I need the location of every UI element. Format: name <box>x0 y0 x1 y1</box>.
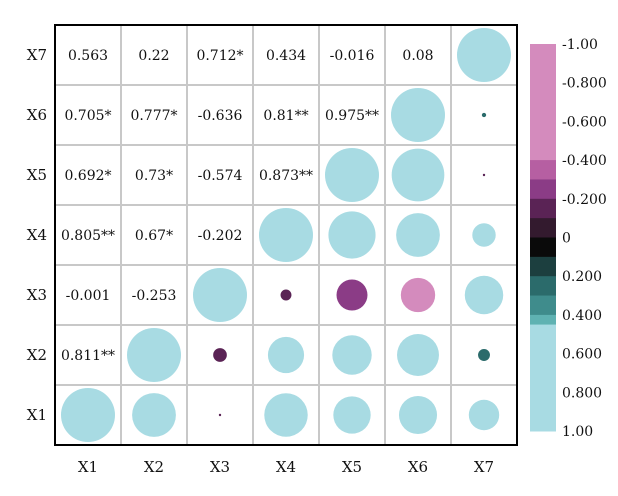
corr-value-label: -0.016 <box>330 48 375 64</box>
x-tick-label: X6 <box>408 458 428 476</box>
plot-frame <box>54 24 518 446</box>
corr-circle-X2-X6 <box>397 334 439 376</box>
y-tick-label: X6 <box>27 106 47 124</box>
colorbar-segment <box>530 198 556 219</box>
corr-value-label: 0.434 <box>266 48 306 64</box>
corr-circle-X1-X2 <box>132 393 176 437</box>
corr-circle-X3-X3 <box>193 268 247 322</box>
colorbar-tick-label: 0.400 <box>562 308 602 324</box>
y-tick-label: X3 <box>27 286 47 304</box>
corr-value-label: -0.253 <box>132 288 177 304</box>
x-tick-label: X2 <box>144 458 164 476</box>
colorbar-segment <box>530 295 556 316</box>
colorbar-tick-label: -1.00 <box>562 37 598 53</box>
corr-value-label: 0.777* <box>130 108 177 124</box>
corr-value-label: 0.73* <box>135 168 173 184</box>
corr-circle-X2-X7 <box>478 349 490 361</box>
corr-value-label: 0.712* <box>196 48 243 64</box>
corr-circle-X5-X5 <box>325 148 379 202</box>
colorbar-tick-label: 1.00 <box>562 424 593 440</box>
corr-circle-X4-X5 <box>328 211 376 259</box>
x-tick-label: X5 <box>342 458 362 476</box>
corr-value-label: -0.202 <box>198 228 243 244</box>
corr-circle-X5-X7 <box>482 173 486 177</box>
colorbar-tick-label: 0 <box>562 231 571 247</box>
corr-circle-X2-X4 <box>267 336 305 374</box>
corr-circle-X4-X4 <box>259 208 313 262</box>
colorbar-tick-label: -0.800 <box>562 76 607 92</box>
colorbar-segment <box>530 276 556 297</box>
x-tick-label: X7 <box>474 458 494 476</box>
colorbar-segment <box>530 179 556 200</box>
corr-circle-X6-X6 <box>391 88 445 142</box>
corr-value-label: 0.22 <box>138 48 169 64</box>
colorbar-tick-label: 0.600 <box>562 347 602 363</box>
corr-value-label: -0.001 <box>66 288 111 304</box>
corr-value-label: 0.563 <box>68 48 108 64</box>
colorbar-tick-label: 0.800 <box>562 385 602 401</box>
corr-circle-X5-X6 <box>391 148 445 202</box>
colorbar-segment <box>530 160 556 180</box>
y-tick-label: X5 <box>27 166 47 184</box>
corr-value-label: 0.67* <box>135 228 173 244</box>
corr-circle-X4-X7 <box>472 223 496 247</box>
corr-circle-X3-X7 <box>464 275 504 315</box>
y-tick-label: X7 <box>27 46 47 64</box>
corr-value-label: 0.705* <box>64 108 111 124</box>
corr-circle-X1-X5 <box>333 396 371 434</box>
corr-value-label: 0.805** <box>61 228 115 244</box>
colorbar-segment <box>530 44 556 122</box>
corr-value-label: 0.975** <box>325 108 379 124</box>
colorbar-tick-label: 0.200 <box>562 269 602 285</box>
corr-circle-X1-X7 <box>468 399 500 431</box>
corr-value-label: 0.81** <box>263 108 308 124</box>
colorbar-tick-label: -0.200 <box>562 192 607 208</box>
corr-circle-X1-X6 <box>398 395 438 435</box>
corr-circle-X6-X7 <box>481 112 487 118</box>
corr-circle-X7-X7 <box>457 28 511 82</box>
colorbar-segment <box>530 121 556 161</box>
corr-circle-X3-X4 <box>280 289 292 301</box>
x-tick-label: X3 <box>210 458 230 476</box>
corr-circle-X2-X5 <box>332 335 372 375</box>
corr-circle-X4-X6 <box>396 213 440 257</box>
corr-circle-X1-X3 <box>218 413 222 417</box>
x-tick-label: X1 <box>78 458 98 476</box>
corr-circle-X3-X6 <box>400 277 436 313</box>
corr-circle-X2-X2 <box>127 328 181 382</box>
corr-value-label: 0.811** <box>61 348 115 364</box>
y-tick-label: X1 <box>27 406 47 424</box>
corr-value-label: -0.636 <box>198 108 243 124</box>
colorbar-segment <box>530 324 556 432</box>
colorbar-segment <box>530 256 556 277</box>
corr-value-label: -0.574 <box>198 168 243 184</box>
y-tick-label: X2 <box>27 346 47 364</box>
colorbar-segment <box>530 237 556 258</box>
colorbar-tick-label: -0.600 <box>562 114 607 130</box>
corr-circle-X1-X4 <box>264 393 308 437</box>
y-tick-label: X4 <box>27 226 47 244</box>
corr-value-label: 0.692* <box>64 168 111 184</box>
colorbar-segment <box>530 218 556 238</box>
colorbar-tick-label: -0.400 <box>562 153 607 169</box>
corr-value-label: 0.873** <box>259 168 313 184</box>
corr-circle-X3-X5 <box>336 279 368 311</box>
corr-value-label: 0.08 <box>402 48 433 64</box>
corr-circle-X1-X1 <box>61 388 115 442</box>
colorbar-segment <box>530 314 556 326</box>
corr-circle-X2-X3 <box>213 348 227 362</box>
x-tick-label: X4 <box>276 458 296 476</box>
